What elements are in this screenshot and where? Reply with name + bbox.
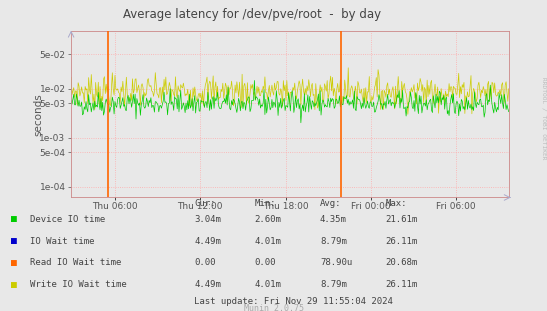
- Text: Last update: Fri Nov 29 11:55:04 2024: Last update: Fri Nov 29 11:55:04 2024: [194, 297, 393, 306]
- Text: 8.79m: 8.79m: [320, 237, 347, 245]
- Text: 78.90u: 78.90u: [320, 258, 352, 267]
- Text: ■: ■: [11, 280, 17, 290]
- Text: Write IO Wait time: Write IO Wait time: [30, 280, 127, 289]
- Text: RRDTOOL / TOBI OETIKER: RRDTOOL / TOBI OETIKER: [542, 77, 547, 160]
- Text: 8.79m: 8.79m: [320, 280, 347, 289]
- Text: ■: ■: [11, 258, 17, 268]
- Text: Device IO time: Device IO time: [30, 215, 106, 224]
- Text: 4.01m: 4.01m: [254, 237, 281, 245]
- Text: Read IO Wait time: Read IO Wait time: [30, 258, 121, 267]
- Text: 26.11m: 26.11m: [386, 237, 418, 245]
- Text: 2.60m: 2.60m: [254, 215, 281, 224]
- Text: 4.49m: 4.49m: [194, 280, 221, 289]
- Text: 21.61m: 21.61m: [386, 215, 418, 224]
- Text: ■: ■: [11, 214, 17, 224]
- Text: Min:: Min:: [254, 199, 276, 208]
- Text: Average latency for /dev/pve/root  -  by day: Average latency for /dev/pve/root - by d…: [123, 8, 381, 21]
- Text: 0.00: 0.00: [194, 258, 216, 267]
- Text: Avg:: Avg:: [320, 199, 341, 208]
- Text: ■: ■: [11, 236, 17, 246]
- Text: 3.04m: 3.04m: [194, 215, 221, 224]
- Text: 4.01m: 4.01m: [254, 280, 281, 289]
- Y-axis label: seconds: seconds: [33, 93, 43, 136]
- Text: Munin 2.0.75: Munin 2.0.75: [243, 304, 304, 311]
- Text: 26.11m: 26.11m: [386, 280, 418, 289]
- Text: 4.49m: 4.49m: [194, 237, 221, 245]
- Text: IO Wait time: IO Wait time: [30, 237, 95, 245]
- Text: 0.00: 0.00: [254, 258, 276, 267]
- Text: 4.35m: 4.35m: [320, 215, 347, 224]
- Text: Cur:: Cur:: [194, 199, 216, 208]
- Text: Max:: Max:: [386, 199, 407, 208]
- Text: 20.68m: 20.68m: [386, 258, 418, 267]
